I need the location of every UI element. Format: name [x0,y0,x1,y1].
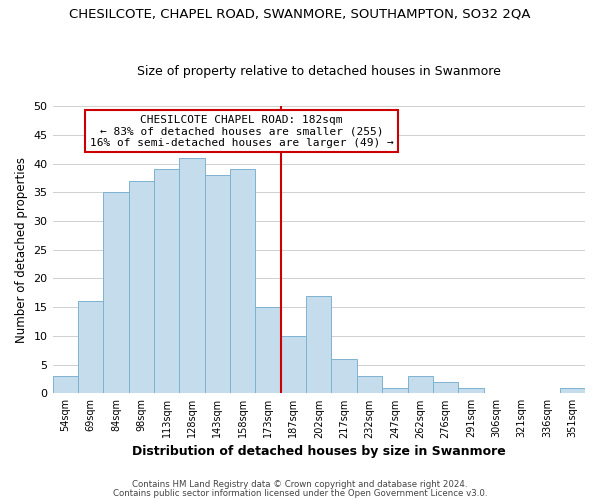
Text: CHESILCOTE, CHAPEL ROAD, SWANMORE, SOUTHAMPTON, SO32 2QA: CHESILCOTE, CHAPEL ROAD, SWANMORE, SOUTH… [69,8,531,20]
Bar [560,388,585,394]
Bar [433,382,458,394]
Bar [78,302,103,394]
Bar [179,158,205,394]
Text: Contains public sector information licensed under the Open Government Licence v3: Contains public sector information licen… [113,490,487,498]
Bar [128,180,154,394]
Bar [154,170,179,394]
Bar [281,336,306,394]
X-axis label: Distribution of detached houses by size in Swanmore: Distribution of detached houses by size … [132,444,506,458]
Bar [306,296,331,394]
Text: Contains HM Land Registry data © Crown copyright and database right 2024.: Contains HM Land Registry data © Crown c… [132,480,468,489]
Bar [103,192,128,394]
Bar [53,376,78,394]
Bar [205,175,230,394]
Bar [407,376,433,394]
Bar [256,307,281,394]
Text: CHESILCOTE CHAPEL ROAD: 182sqm
← 83% of detached houses are smaller (255)
16% of: CHESILCOTE CHAPEL ROAD: 182sqm ← 83% of … [89,114,394,148]
Bar [382,388,407,394]
Bar [458,388,484,394]
Title: Size of property relative to detached houses in Swanmore: Size of property relative to detached ho… [137,66,501,78]
Bar [357,376,382,394]
Bar [230,170,256,394]
Y-axis label: Number of detached properties: Number of detached properties [15,156,28,342]
Bar [331,359,357,394]
